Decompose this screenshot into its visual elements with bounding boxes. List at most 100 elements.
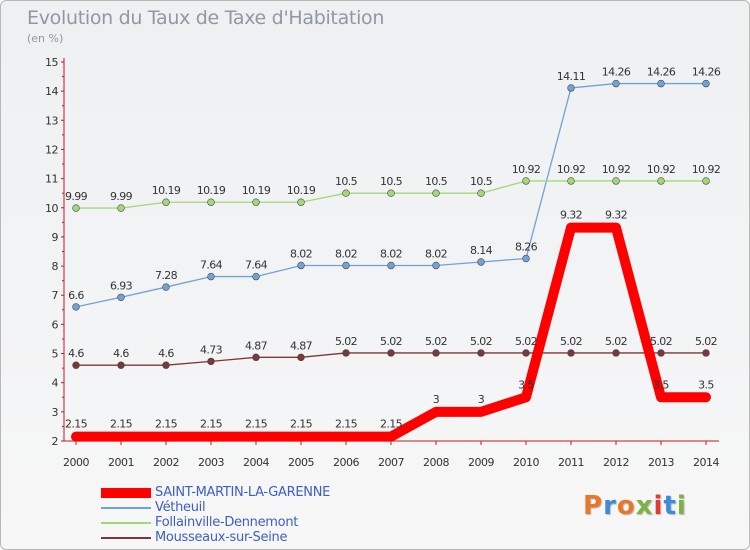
data-label-saint-martin-la-garenne: 3 <box>478 393 485 406</box>
data-label-saint-martin-la-garenne: 2.15 <box>110 418 133 431</box>
data-point-vetheuil <box>207 272 215 281</box>
legend-label: Mousseaux-sur-Seine <box>155 530 288 545</box>
data-point-mousseaux-sur-seine <box>342 349 350 357</box>
data-label-follainville-dennemont: 10.5 <box>425 175 448 188</box>
data-label-follainville-dennemont: 9.99 <box>65 190 88 203</box>
x-tick-label: 2000 <box>63 456 89 469</box>
data-label-vetheuil: 8.14 <box>470 244 493 257</box>
data-point-vetheuil <box>432 261 440 270</box>
data-point-mousseaux-sur-seine <box>297 353 305 362</box>
data-point-vetheuil <box>252 272 260 281</box>
data-point-vetheuil <box>612 79 620 88</box>
y-tick-label: 10 <box>45 202 58 215</box>
data-point-vetheuil <box>387 261 395 270</box>
data-label-follainville-dennemont: 10.19 <box>152 184 181 197</box>
data-label-vetheuil: 14.26 <box>647 66 676 79</box>
y-tick-label: 12 <box>45 143 58 156</box>
data-label-follainville-dennemont: 10.19 <box>242 184 271 197</box>
y-tick-label: 9 <box>52 231 59 244</box>
data-point-vetheuil <box>162 283 170 291</box>
data-label-vetheuil: 8.02 <box>290 247 312 260</box>
legend-swatch <box>101 488 151 498</box>
data-label-mousseaux-sur-seine: 4.73 <box>200 343 223 356</box>
data-label-saint-martin-la-garenne: 3.5 <box>653 378 669 391</box>
data-point-follainville-dennemont <box>387 189 395 197</box>
data-label-follainville-dennemont: 10.19 <box>287 184 316 197</box>
data-label-vetheuil: 8.26 <box>515 240 538 253</box>
y-tick-label: 3 <box>52 406 59 419</box>
data-point-mousseaux-sur-seine <box>252 353 260 362</box>
data-point-mousseaux-sur-seine <box>117 361 125 369</box>
data-label-mousseaux-sur-seine: 5.02 <box>605 335 627 348</box>
y-tick-label: 15 <box>45 56 58 69</box>
x-tick-label: 2007 <box>378 456 404 469</box>
data-point-follainville-dennemont <box>162 198 170 206</box>
x-tick-label: 2013 <box>648 456 674 469</box>
data-point-mousseaux-sur-seine <box>522 349 530 357</box>
data-point-mousseaux-sur-seine <box>612 349 620 357</box>
data-point-vetheuil <box>72 303 80 311</box>
data-label-saint-martin-la-garenne: 9.32 <box>605 209 627 222</box>
data-label-vetheuil: 6.6 <box>68 289 84 302</box>
x-tick-label: 2011 <box>558 456 584 469</box>
legend-swatch <box>101 537 151 539</box>
y-tick-label: 2 <box>52 435 59 448</box>
y-tick-label: 7 <box>52 289 59 302</box>
data-point-mousseaux-sur-seine <box>162 361 170 369</box>
data-label-saint-martin-la-garenne: 2.15 <box>290 418 313 431</box>
data-label-mousseaux-sur-seine: 4.6 <box>68 347 84 360</box>
x-tick-label: 2001 <box>108 456 134 469</box>
data-point-follainville-dennemont <box>342 189 350 197</box>
data-point-vetheuil <box>567 84 575 92</box>
data-label-mousseaux-sur-seine: 5.02 <box>380 335 402 348</box>
data-label-mousseaux-sur-seine: 5.02 <box>335 335 357 348</box>
y-tick-label: 5 <box>52 348 59 361</box>
data-label-saint-martin-la-garenne: 3.5 <box>698 378 714 391</box>
data-point-mousseaux-sur-seine <box>477 349 485 357</box>
data-point-follainville-dennemont <box>432 189 440 197</box>
x-tick-label: 2002 <box>153 456 179 469</box>
data-point-follainville-dennemont <box>252 198 260 206</box>
data-point-vetheuil <box>297 261 305 270</box>
x-tick-label: 2003 <box>198 456 224 469</box>
data-point-vetheuil <box>522 254 530 263</box>
data-label-mousseaux-sur-seine: 4.87 <box>290 339 313 352</box>
data-label-vetheuil: 14.11 <box>557 70 586 83</box>
data-label-vetheuil: 8.02 <box>335 247 357 260</box>
data-label-vetheuil: 8.02 <box>425 247 447 260</box>
data-label-mousseaux-sur-seine: 4.6 <box>158 347 174 360</box>
data-label-follainville-dennemont: 10.92 <box>557 163 586 176</box>
data-point-follainville-dennemont <box>297 198 305 206</box>
legend-label: SAINT-MARTIN-LA-GARENNE <box>155 485 331 500</box>
legend-swatch <box>101 507 151 509</box>
data-point-mousseaux-sur-seine <box>207 357 215 366</box>
legend-swatch <box>101 522 151 524</box>
data-label-vetheuil: 7.64 <box>245 259 268 272</box>
data-label-mousseaux-sur-seine: 5.02 <box>695 335 717 348</box>
data-label-saint-martin-la-garenne: 2.15 <box>335 418 358 431</box>
data-label-mousseaux-sur-seine: 5.02 <box>425 335 447 348</box>
data-label-mousseaux-sur-seine: 4.87 <box>245 339 268 352</box>
data-label-mousseaux-sur-seine: 5.02 <box>560 335 582 348</box>
data-point-vetheuil <box>342 261 350 270</box>
data-point-mousseaux-sur-seine <box>657 349 665 357</box>
x-tick-label: 2006 <box>333 456 359 469</box>
data-point-follainville-dennemont <box>477 189 485 197</box>
data-label-saint-martin-la-garenne: 3.5 <box>518 378 534 391</box>
data-point-follainville-dennemont <box>702 177 710 185</box>
chart-unit-label: (en %) <box>27 32 64 45</box>
data-label-follainville-dennemont: 10.19 <box>197 184 226 197</box>
data-label-follainville-dennemont: 10.92 <box>512 163 541 176</box>
data-label-saint-martin-la-garenne: 2.15 <box>65 418 88 431</box>
data-label-follainville-dennemont: 9.99 <box>110 190 133 203</box>
data-point-mousseaux-sur-seine <box>702 349 710 357</box>
data-label-saint-martin-la-garenne: 9.32 <box>560 209 582 222</box>
data-label-follainville-dennemont: 10.5 <box>470 175 493 188</box>
data-label-saint-martin-la-garenne: 3 <box>433 393 440 406</box>
x-tick-label: 2004 <box>243 456 269 469</box>
y-tick-label: 13 <box>45 114 58 127</box>
proxiti-logo: Proxiti <box>583 491 687 521</box>
x-tick-label: 2009 <box>468 456 494 469</box>
x-tick-label: 2008 <box>423 456 449 469</box>
